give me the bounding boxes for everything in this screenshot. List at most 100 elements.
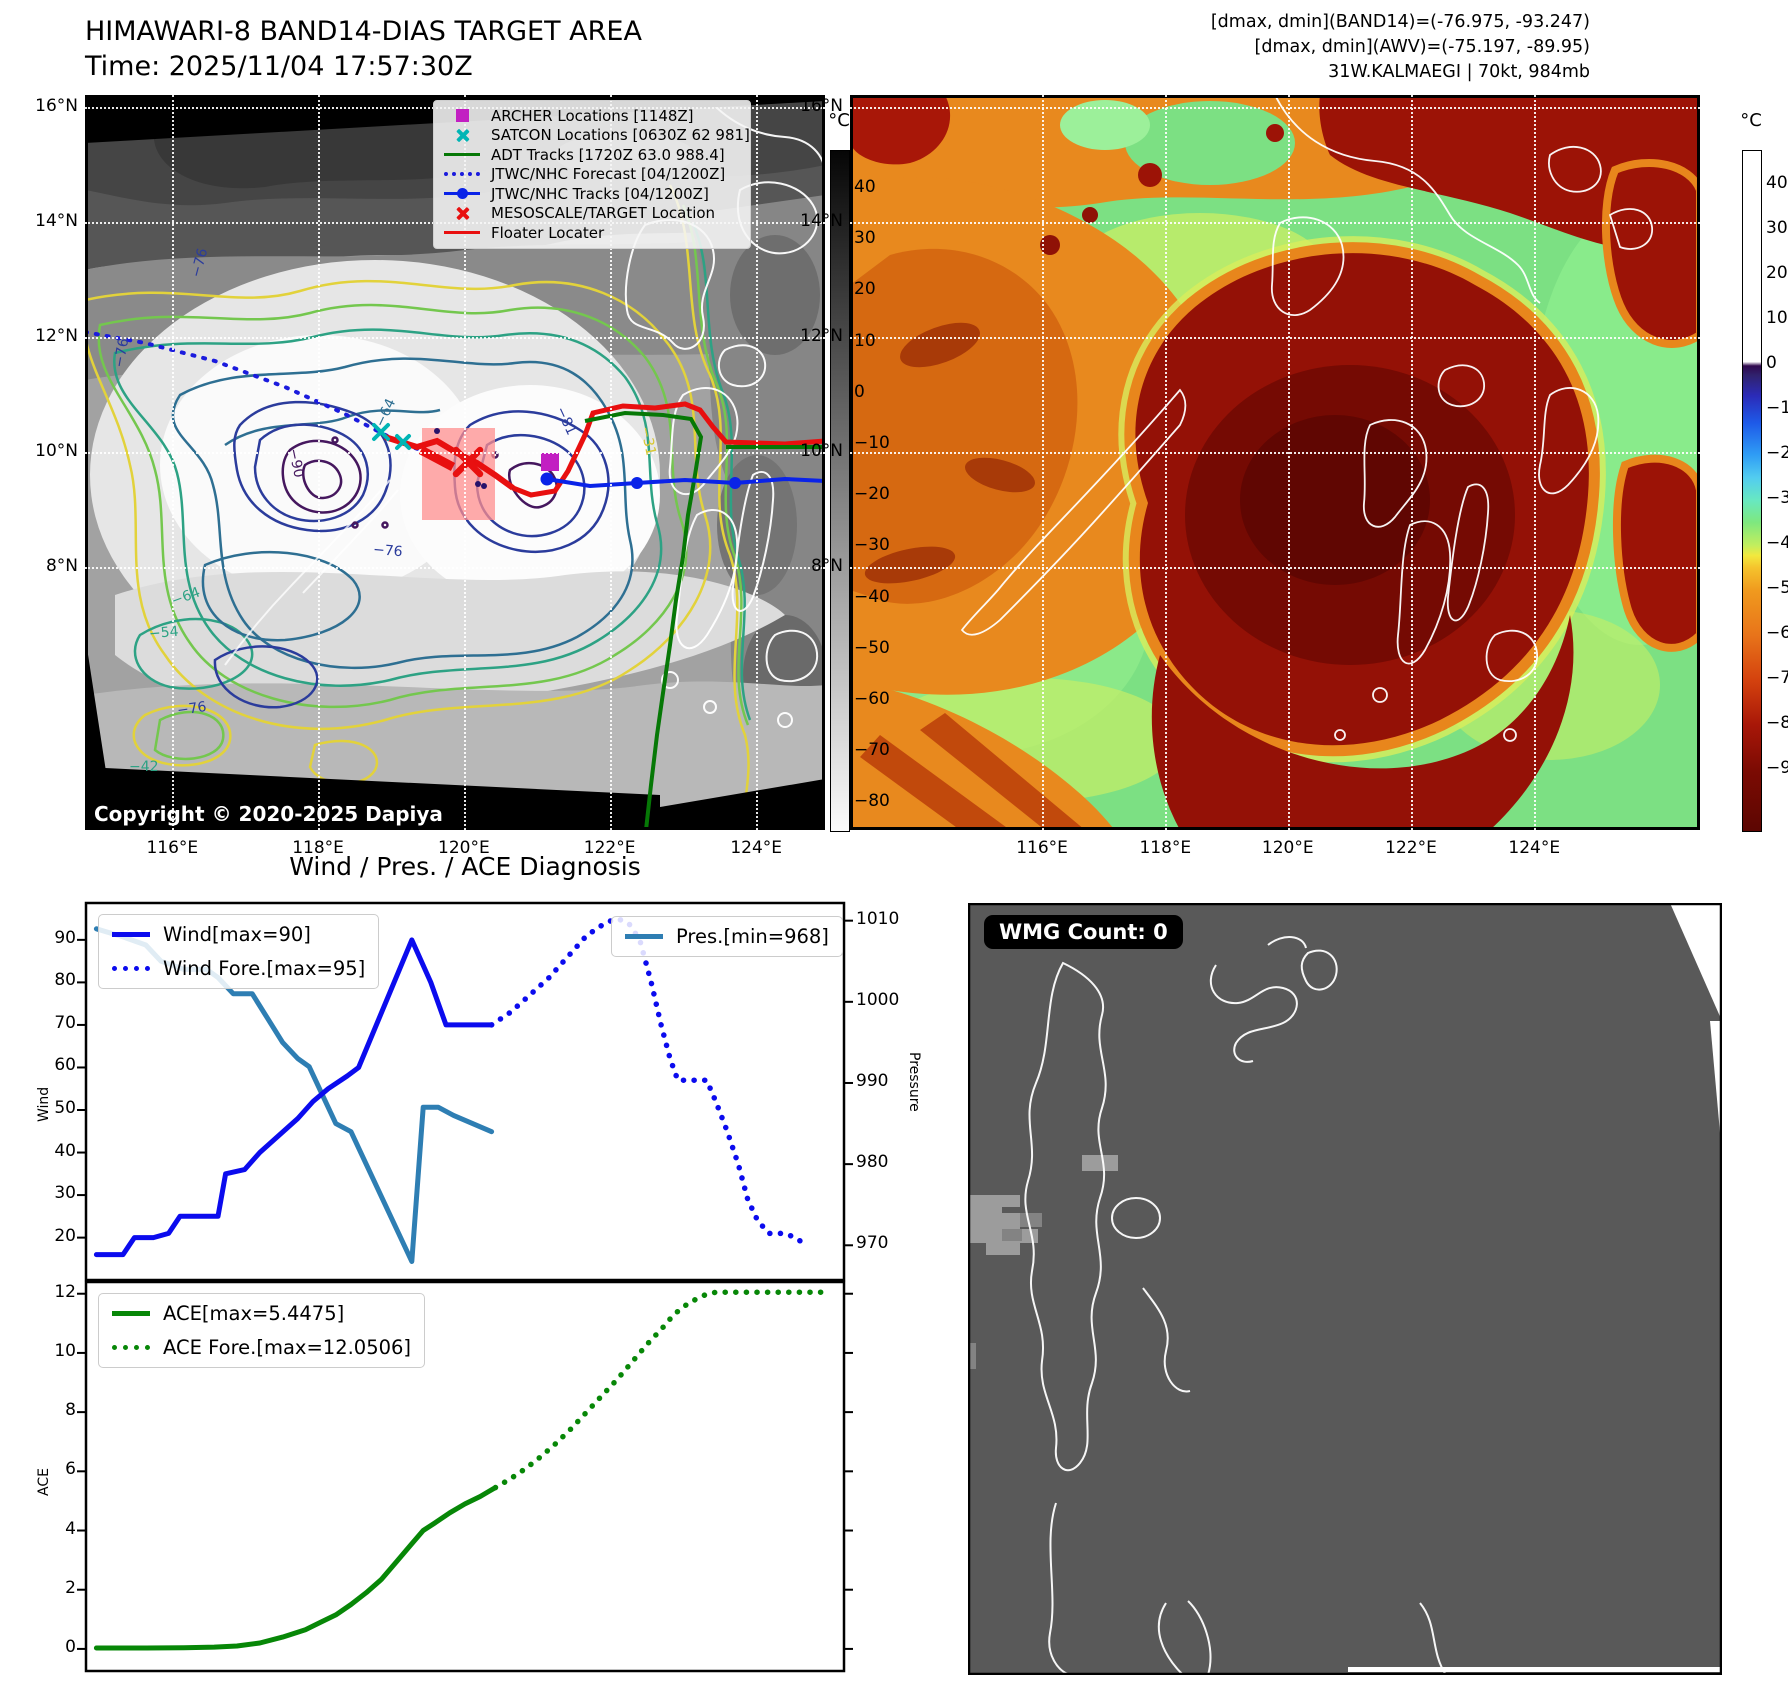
wind-y-tick: 20 <box>54 1225 76 1246</box>
ace-y-tick: 2 <box>65 1577 76 1598</box>
lon-label: 116°E <box>146 838 199 858</box>
lat-label: 8°N <box>45 555 78 576</box>
band14-colorbar <box>830 150 850 832</box>
wind-legend-forecast: Wind Fore.[max=95] <box>112 957 365 980</box>
pressure-y-tick: 1010 <box>856 908 900 929</box>
legend-label: SATCON Locations [0630Z 62 981] <box>491 126 750 145</box>
archer-square-icon <box>442 109 482 123</box>
wind-y-tick: 30 <box>54 1183 76 1204</box>
wind-y-tick: 50 <box>54 1098 76 1118</box>
awv-colorbar-tick: −20 <box>1766 443 1788 463</box>
pressure-axis-label: Pressure <box>906 1052 922 1112</box>
lon-label: 122°E <box>1385 838 1437 858</box>
wmg-data-patches <box>968 1155 1118 1255</box>
ace-y-tick: 10 <box>54 1340 76 1361</box>
track-line-dot-icon <box>442 188 482 200</box>
series-Wind[max=90] <box>93 937 495 1258</box>
legend-label: JTWC/NHC Forecast [04/1200Z] <box>491 165 726 184</box>
band14-colorbar-tick: −80 <box>854 791 890 812</box>
awv-colorbar-tick: 10 <box>1766 308 1788 328</box>
wmg-data-patches-dark <box>968 1213 1042 1369</box>
ace-legend-label: ACE[max=5.4475] <box>163 1302 345 1325</box>
lon-label: 120°E <box>438 838 490 858</box>
wind-y-tick: 80 <box>54 970 76 991</box>
wind-legend-label: Wind Fore.[max=95] <box>163 957 366 980</box>
awv-colorbar-tick: −80 <box>1766 713 1788 733</box>
lat-label: 8°N <box>810 555 843 576</box>
awv-colorbar-tick: −30 <box>1766 488 1788 508</box>
legend-label: ARCHER Locations [1148Z] <box>491 106 694 125</box>
awv-colorbar-tick: 20 <box>1766 263 1788 283</box>
diagnosis-title: Wind / Pres. / ACE Diagnosis <box>289 852 641 881</box>
pressure-legend: Pres.[min=968] <box>611 916 843 957</box>
lon-label: 120°E <box>1261 838 1314 858</box>
wmg-frame <box>967 902 1723 1676</box>
satcon-x-icon <box>442 128 482 143</box>
pressure-legend-label: Pres.[min=968] <box>676 925 829 948</box>
band14-colorbar-tick: −70 <box>854 740 890 761</box>
ace-y-tick: 0 <box>65 1636 76 1657</box>
left-map-time: Time: 2025/11/04 17:57:30Z <box>85 51 473 82</box>
legend-item-archer: ARCHER Locations [1148Z] <box>442 106 742 126</box>
band14-colorbar-tick: −30 <box>854 535 890 556</box>
lat-label: 14°N <box>800 211 843 232</box>
copyright-watermark: Copyright © 2020-2025 Dapiya <box>94 802 443 826</box>
pressure-solid-line-icon <box>625 934 663 939</box>
awv-colorbar-tick: 40 <box>1766 173 1788 193</box>
wind-y-tick: 70 <box>54 1012 76 1033</box>
awv-colorbar-tick: 0 <box>1766 353 1777 373</box>
map-frame <box>85 95 825 830</box>
pressure-y-tick: 980 <box>856 1152 889 1173</box>
awv-colorbar-tick: −10 <box>1766 398 1788 418</box>
contour-lightgreen <box>97 204 750 761</box>
lat-label: 16°N <box>35 95 78 116</box>
map-legend: ARCHER Locations [1148Z] SATCON Location… <box>433 100 751 249</box>
wind-y-tick: 60 <box>54 1055 76 1076</box>
wind-legend-obs: Wind[max=90] <box>112 923 365 946</box>
awv-colorbar-tick: −60 <box>1766 623 1788 643</box>
contour-purple <box>281 436 558 529</box>
wind-y-tick: 90 <box>54 927 76 948</box>
pressure-y-tick: 1000 <box>856 989 900 1010</box>
ace-dotted-line-icon <box>112 1345 150 1350</box>
series-ACE[max=5.4475] <box>93 1485 498 1651</box>
contour-seagreen <box>113 222 752 721</box>
band14-colorbar-tick: 10 <box>854 330 876 351</box>
adt-line-icon <box>442 153 482 157</box>
pressure-y-tick: 990 <box>856 1070 889 1091</box>
series-ACE Fore.[max=12.0506] <box>492 1289 829 1491</box>
legend-item-mesoscale: MESOSCALE/TARGET Location <box>442 204 742 224</box>
band14-colorbar-tick: 30 <box>854 228 876 249</box>
band14-colorbar-tick: −60 <box>854 689 890 709</box>
wmg-panel: WMG Count: 0 <box>967 902 1723 1676</box>
wmg-map-art <box>967 902 1723 1676</box>
ace-solid-line-icon <box>112 1311 150 1316</box>
wmg-coastlines <box>1024 936 1447 1676</box>
wind-solid-line-icon <box>112 932 150 937</box>
wind-y-tick: 40 <box>54 1140 76 1161</box>
band14-colorbar-tick: 40 <box>854 177 876 197</box>
forecast-dotted-line-icon <box>442 172 482 177</box>
archer-location-marker <box>541 453 559 471</box>
legend-label: JTWC/NHC Tracks [04/1200Z] <box>491 184 709 203</box>
floater-line-icon <box>442 231 482 235</box>
awv-map-art <box>850 95 1700 830</box>
archer-dots <box>434 428 487 489</box>
awv-colorbar-tick: −90 <box>1766 758 1788 778</box>
storm-id-intensity: 31W.KALMAEGI | 70kt, 984mb <box>1328 62 1590 82</box>
wind-legend: Wind[max=90] Wind Fore.[max=95] <box>98 914 380 989</box>
band14-colorbar-tick: 0 <box>854 381 865 402</box>
legend-item-floater: Floater Locater <box>442 223 742 243</box>
legend-item-adt: ADT Tracks [1720Z 63.0 988.4] <box>442 145 742 165</box>
legend-item-jtwc-tracks: JTWC/NHC Tracks [04/1200Z] <box>442 184 742 204</box>
legend-label: ADT Tracks [1720Z 63.0 988.4] <box>491 145 725 164</box>
band14-colorbar-tick: −20 <box>854 484 890 505</box>
coastlines <box>960 95 1653 742</box>
awv-satellite-map <box>850 95 1700 830</box>
wmg-nodata-sliver <box>1710 1021 1722 1155</box>
awv-colorbar-tick: −40 <box>1766 533 1788 553</box>
ace-legend-forecast: ACE Fore.[max=12.0506] <box>112 1336 411 1359</box>
left-map-title: HIMAWARI-8 BAND14-DIAS TARGET AREA <box>85 16 642 47</box>
wmg-nodata-wedge <box>1670 903 1722 1021</box>
